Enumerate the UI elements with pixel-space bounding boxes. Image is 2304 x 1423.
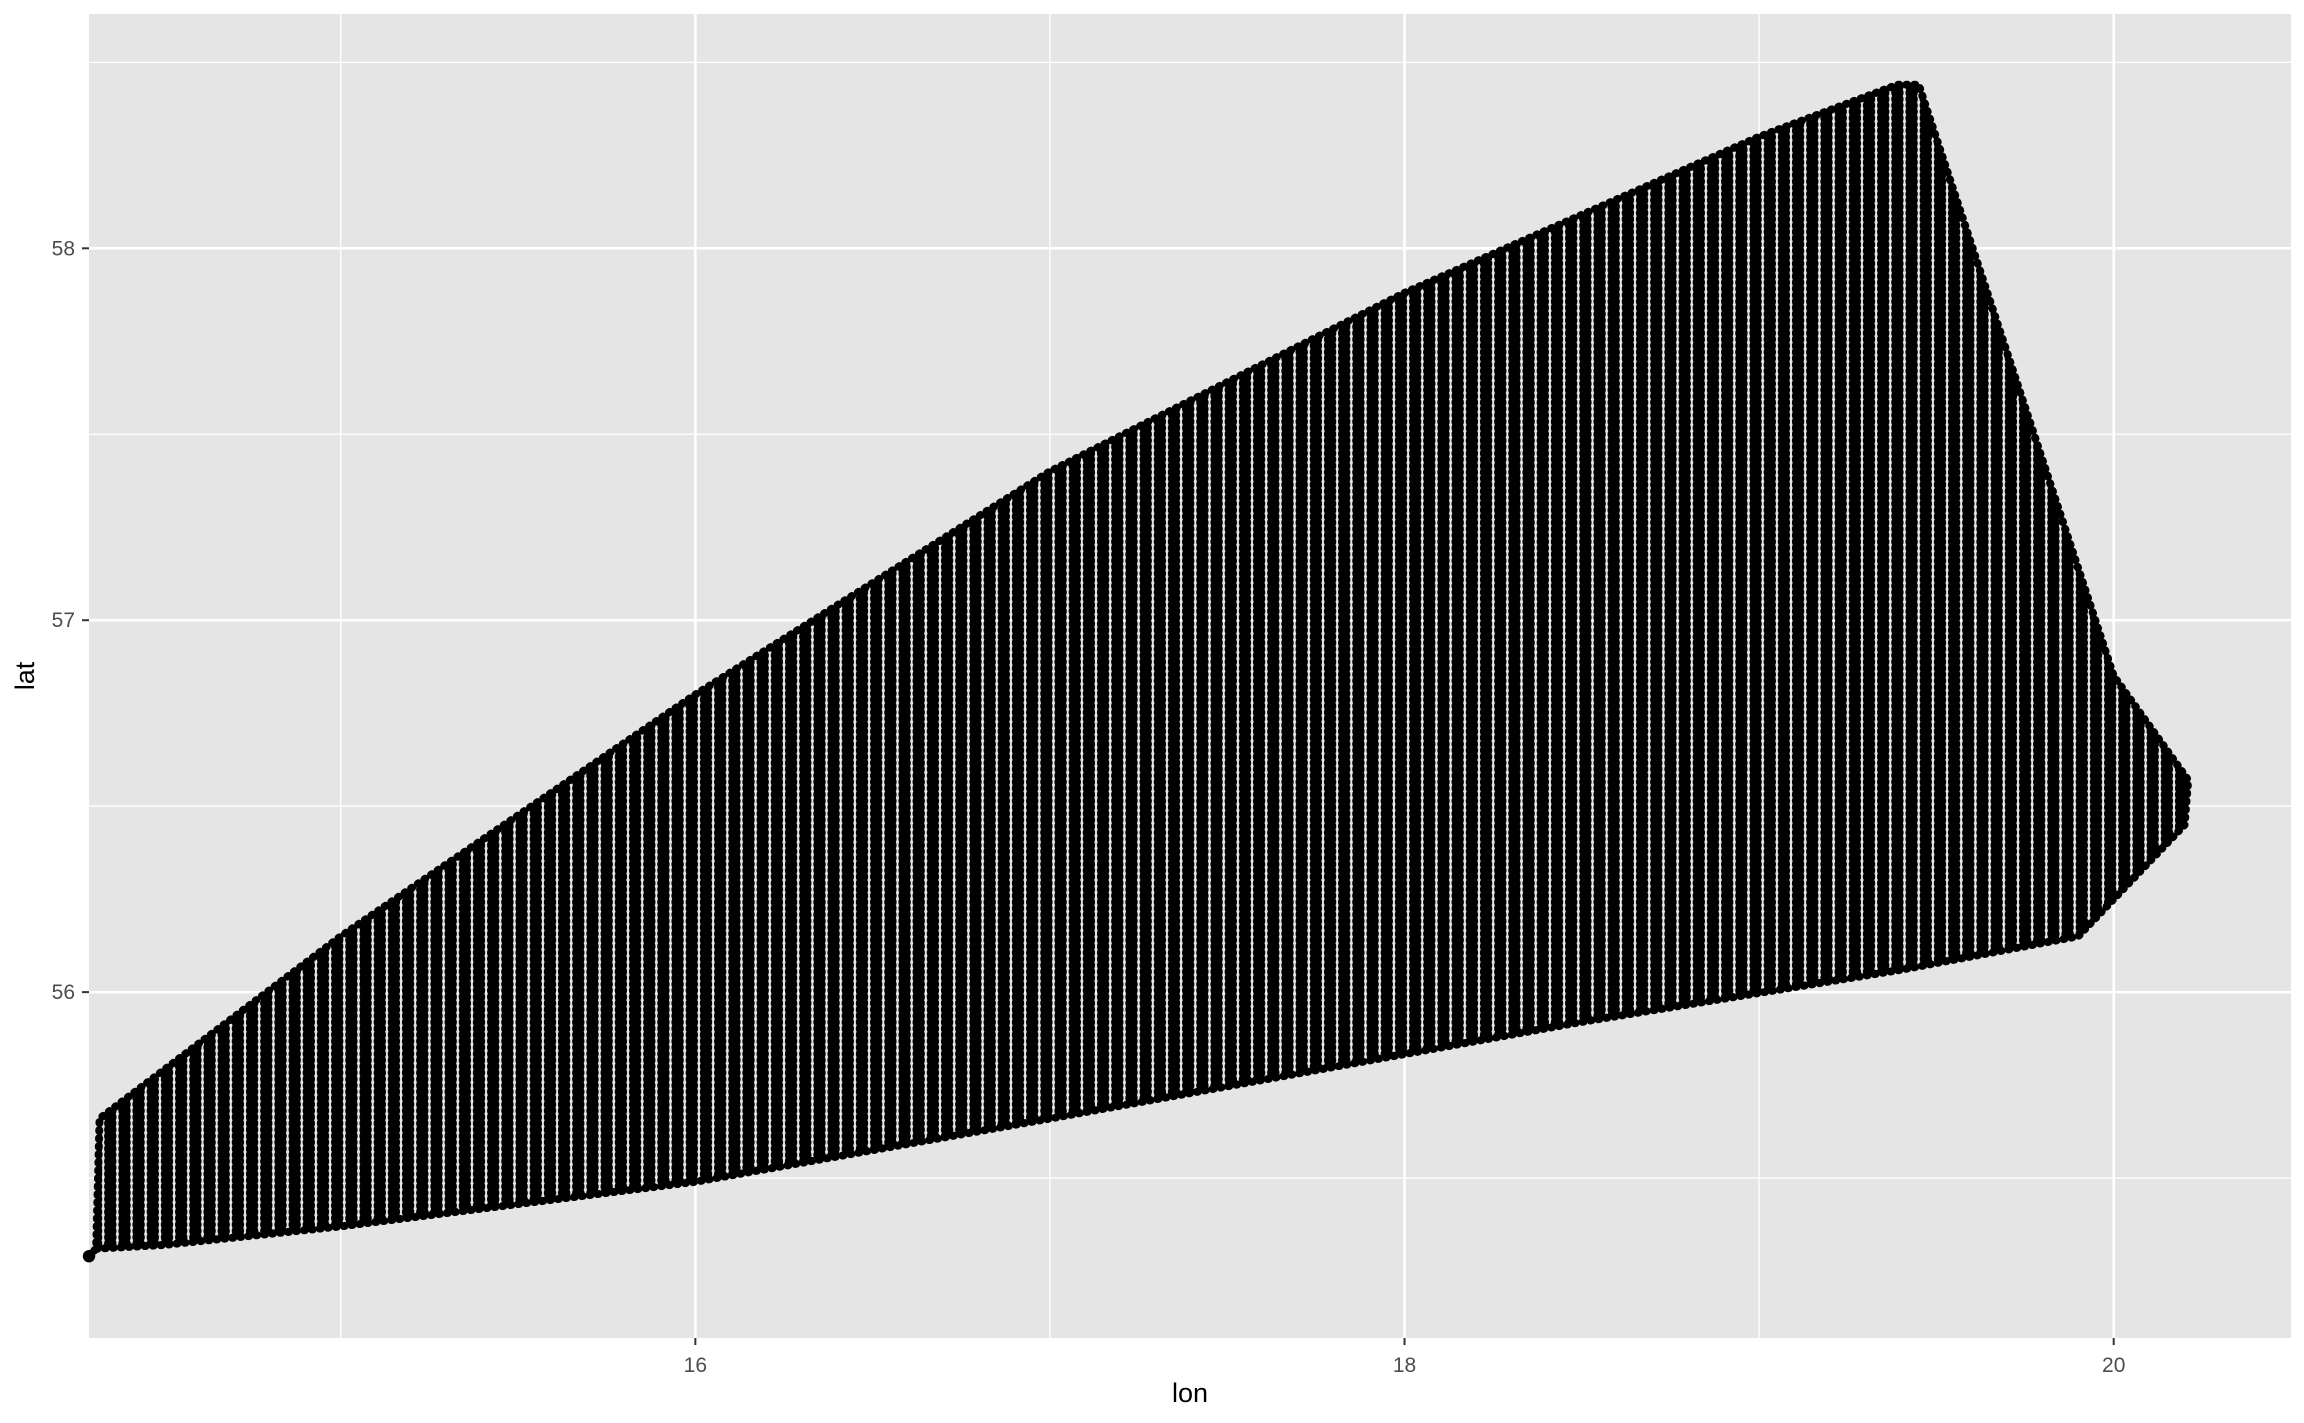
scatter-chart: 16 18 20 565758 lon lat bbox=[10, 14, 2291, 1408]
